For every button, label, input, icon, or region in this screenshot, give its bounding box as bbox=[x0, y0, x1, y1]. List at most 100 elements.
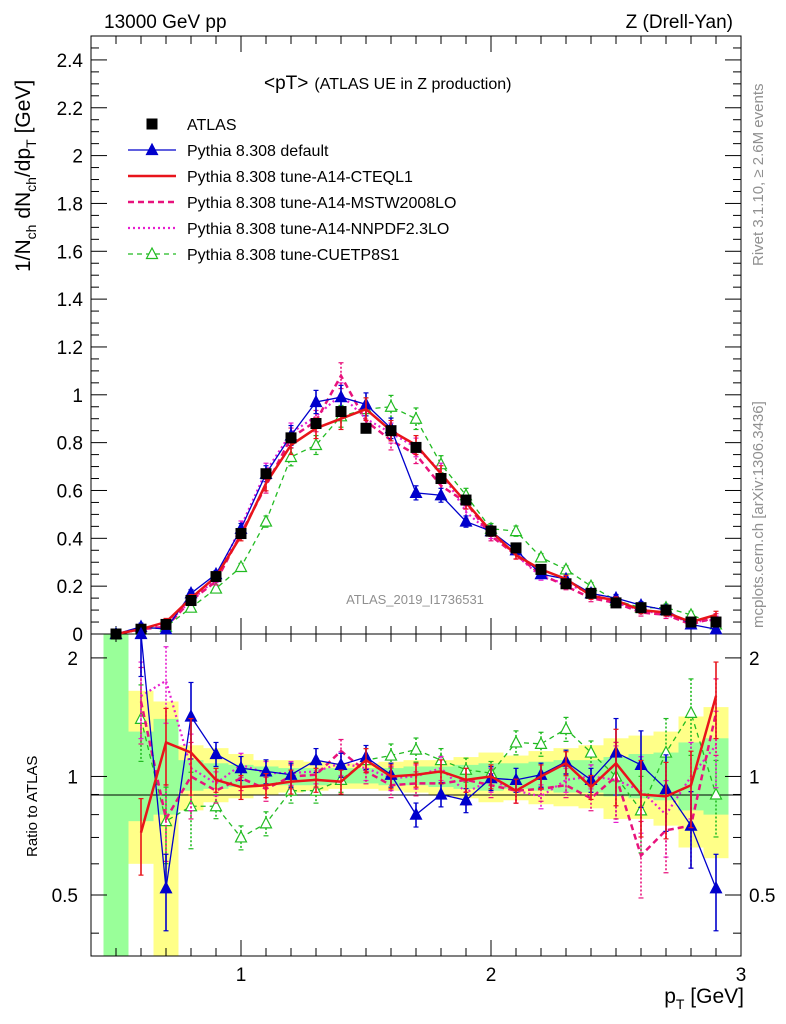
main-s0-point bbox=[285, 432, 297, 444]
ratio-y-tick-label-right: 2 bbox=[749, 649, 760, 670]
main-s0-point bbox=[635, 602, 647, 614]
ratio-s5-point bbox=[259, 816, 273, 829]
ratio-s1-point bbox=[159, 880, 173, 894]
main-s1-point bbox=[434, 487, 448, 501]
main-s5-point bbox=[259, 514, 273, 527]
main-y-tick-label: 1.8 bbox=[57, 194, 83, 215]
main-s0-point bbox=[235, 528, 247, 540]
main-s1-point bbox=[409, 485, 423, 498]
ratio-y-tick-label: 1 bbox=[67, 767, 78, 788]
ratio-s3-line bbox=[139, 701, 718, 858]
main-s1-point bbox=[334, 389, 348, 403]
ratio-x-tick-label: 3 bbox=[736, 965, 747, 986]
main-s0-point bbox=[110, 628, 122, 640]
ratio-s5-point bbox=[384, 748, 398, 761]
ratio-s1-point bbox=[459, 792, 473, 806]
ratio-s1-point bbox=[134, 626, 148, 640]
main-s5-point bbox=[309, 437, 323, 451]
main-s5-point bbox=[284, 449, 298, 463]
main-series-0 bbox=[110, 406, 722, 640]
legend: ATLAS Pythia 8.308 default Pythia 8.308 tu… bbox=[128, 117, 456, 264]
legend-marker-0 bbox=[146, 118, 158, 130]
side-label-mcplots: mcplots.cern.ch [arXiv:1306.3436] bbox=[750, 401, 767, 628]
ratio-s1-point bbox=[334, 757, 348, 770]
main-s0-point bbox=[160, 618, 172, 630]
legend-label-5: Pythia 8.308 tune-CUETP8S1 bbox=[187, 247, 400, 264]
main-s0-point bbox=[260, 468, 272, 480]
ratio-s1-point bbox=[209, 746, 223, 760]
ratio-s5-point bbox=[684, 705, 698, 719]
main-y-tick-label: 0.2 bbox=[57, 577, 83, 598]
main-y-tick-label: 0.4 bbox=[57, 529, 84, 550]
ratio-s5-point bbox=[234, 830, 248, 843]
main-y-tick-label: 1.2 bbox=[57, 338, 83, 359]
main-s0-point bbox=[510, 542, 522, 554]
main-s0-point bbox=[385, 425, 397, 437]
band-green-10 bbox=[353, 768, 379, 784]
plot-title-main: <pT> bbox=[264, 73, 308, 94]
ratio-y-tick-label-right: 0.5 bbox=[749, 886, 775, 907]
legend-label-2: Pythia 8.308 tune-A14-CTEQL1 bbox=[187, 169, 413, 186]
main-series bbox=[109, 362, 723, 640]
main-y-tick-label: 1.6 bbox=[57, 242, 83, 263]
x-axis-label: pT [GeV] bbox=[664, 985, 744, 1012]
ratio-s1-point bbox=[309, 752, 323, 766]
plot-title-note: (ATLAS UE in Z production) bbox=[314, 76, 511, 93]
plot-title: <pT> (ATLAS UE in Z production) bbox=[264, 73, 511, 94]
ratio-x-tick-label: 2 bbox=[486, 965, 497, 986]
ratio-s5-point bbox=[559, 721, 573, 735]
ratio-s1-point bbox=[409, 807, 423, 820]
main-y-tick-label: 2 bbox=[72, 147, 83, 168]
ratio-series-2 bbox=[138, 661, 719, 876]
legend-label-1: Pythia 8.308 default bbox=[187, 143, 329, 160]
ratio-s4-line bbox=[140, 679, 717, 817]
main-s0-point bbox=[710, 616, 722, 628]
ratio-s5-point bbox=[509, 735, 523, 748]
main-s0-point bbox=[610, 597, 622, 609]
ratio-s1-point bbox=[709, 880, 723, 894]
main-s5-point bbox=[534, 550, 548, 563]
ratio-s5-point bbox=[709, 787, 723, 800]
ratio-y-tick-label: 0.5 bbox=[52, 886, 78, 907]
ratio-s1-point bbox=[434, 787, 448, 800]
main-s0-point bbox=[185, 595, 197, 607]
main-s0-point bbox=[585, 587, 597, 599]
main-s0-point bbox=[210, 571, 222, 583]
main-s0-point bbox=[360, 422, 372, 434]
ratio-s5-line bbox=[140, 711, 717, 839]
main-s0-point bbox=[685, 616, 697, 628]
ratio-y-tick-label-right: 1 bbox=[749, 767, 760, 788]
main-s0-point bbox=[335, 406, 347, 418]
main-s5-point bbox=[384, 399, 398, 412]
axis-ticks: 0 0.2 0.4 0.6 0.8 1 1.2 1.4 1.6 1.8 2 2.2 2.4 1 2 3 0.5 0… bbox=[52, 35, 775, 986]
ratio-s1-point bbox=[234, 760, 248, 774]
main-s0-point bbox=[460, 494, 472, 506]
main-s5-point bbox=[509, 523, 523, 537]
main-s5-point bbox=[209, 581, 223, 594]
main-s0-point bbox=[310, 418, 322, 430]
main-y-tick-label: 1.4 bbox=[57, 290, 84, 311]
side-label-rivet: Rivet 3.1.10, ≥ 2.6M events bbox=[750, 84, 767, 267]
main-s0-point bbox=[660, 604, 672, 616]
legend-label-4: Pythia 8.308 tune-A14-NNPDF2.3LO bbox=[187, 221, 449, 238]
main-y-tick-label: 2.2 bbox=[57, 99, 83, 120]
header-left: 13000 GeV pp bbox=[104, 12, 227, 33]
main-s1-point bbox=[309, 394, 323, 408]
ratio-s5-point bbox=[209, 798, 223, 812]
main-y-axis-label: 1/Nch dNch/dpT [GeV] bbox=[12, 80, 39, 272]
legend-marker-5 bbox=[145, 246, 159, 260]
main-s1-point bbox=[709, 621, 723, 635]
legend-label-0: ATLAS bbox=[187, 117, 237, 134]
main-s0-point bbox=[560, 578, 572, 590]
main-s5-point bbox=[234, 559, 248, 573]
main-s0-point bbox=[410, 441, 422, 453]
main-s5-point bbox=[184, 600, 198, 613]
ratio-y-axis-label: Ratio to ATLAS bbox=[24, 756, 41, 857]
main-y-tick-label: 0.8 bbox=[57, 434, 83, 455]
ratio-s5-point bbox=[534, 736, 548, 749]
analysis-watermark: ATLAS_2019_I1736531 bbox=[346, 592, 484, 607]
legend-marker-1 bbox=[145, 142, 159, 156]
main-y-tick-label: 0.6 bbox=[57, 481, 83, 502]
main-s0-point bbox=[435, 473, 447, 485]
